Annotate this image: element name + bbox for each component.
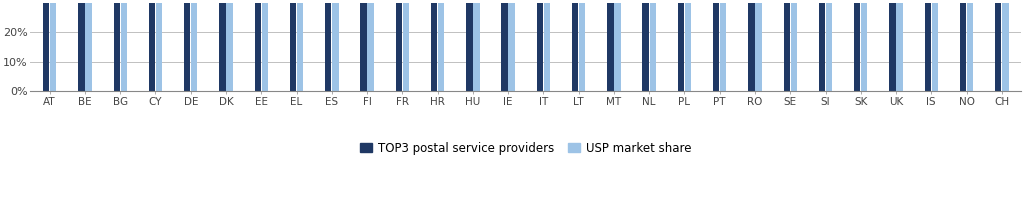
Bar [925, 0, 931, 91]
Bar [607, 0, 613, 91]
Bar [438, 0, 444, 91]
Bar [649, 0, 656, 91]
Bar [290, 0, 296, 91]
Bar [826, 0, 833, 91]
Bar [402, 0, 409, 91]
Bar [226, 0, 232, 91]
Bar [995, 0, 1001, 91]
Bar [219, 0, 225, 91]
Legend: TOP3 postal service providers, USP market share: TOP3 postal service providers, USP marke… [360, 142, 691, 155]
Bar [791, 0, 797, 91]
Bar [614, 0, 621, 91]
Bar [262, 0, 268, 91]
Bar [572, 0, 579, 91]
Bar [1002, 0, 1009, 91]
Bar [537, 0, 543, 91]
Bar [148, 0, 156, 91]
Bar [368, 0, 374, 91]
Bar [642, 0, 649, 91]
Bar [819, 0, 825, 91]
Bar [85, 0, 92, 91]
Bar [502, 0, 508, 91]
Bar [395, 0, 402, 91]
Bar [889, 0, 896, 91]
Bar [473, 0, 479, 91]
Bar [861, 0, 867, 91]
Bar [184, 0, 190, 91]
Bar [431, 0, 437, 91]
Bar [678, 0, 684, 91]
Bar [509, 0, 515, 91]
Bar [749, 0, 755, 91]
Bar [896, 0, 903, 91]
Bar [325, 0, 332, 91]
Bar [959, 0, 967, 91]
Bar [78, 0, 85, 91]
Bar [360, 0, 367, 91]
Bar [114, 0, 120, 91]
Bar [156, 0, 162, 91]
Bar [121, 0, 127, 91]
Bar [332, 0, 339, 91]
Bar [720, 0, 726, 91]
Bar [967, 0, 973, 91]
Bar [783, 0, 790, 91]
Bar [50, 0, 56, 91]
Bar [713, 0, 720, 91]
Bar [685, 0, 691, 91]
Bar [756, 0, 762, 91]
Bar [255, 0, 261, 91]
Bar [932, 0, 938, 91]
Bar [191, 0, 198, 91]
Bar [466, 0, 472, 91]
Bar [43, 0, 49, 91]
Bar [579, 0, 586, 91]
Bar [854, 0, 860, 91]
Bar [544, 0, 550, 91]
Bar [297, 0, 303, 91]
